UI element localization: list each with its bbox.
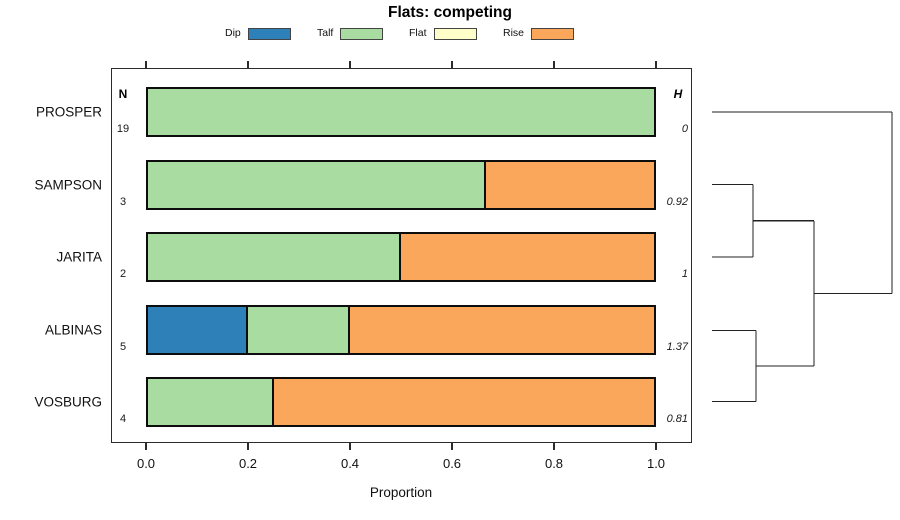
- bar-segment-talf: [246, 304, 350, 355]
- n-value: 3: [119, 195, 127, 208]
- x-tick-bottom: [247, 443, 249, 450]
- x-tick-label: 0.6: [442, 456, 462, 471]
- legend-swatch-flat: [433, 27, 477, 40]
- legend-swatch-talf: [340, 27, 384, 40]
- x-tick-label: 1.0: [646, 456, 666, 471]
- legend-item-flat: Flat: [409, 26, 477, 41]
- x-tick-bottom: [451, 443, 453, 450]
- x-tick-top: [349, 61, 351, 68]
- n-value: 19: [116, 123, 130, 135]
- bar-segment-rise: [348, 304, 656, 355]
- x-tick-bottom: [655, 443, 657, 450]
- legend-swatch-dip: [247, 27, 291, 40]
- bar-segment-talf: [146, 87, 656, 137]
- bar-segment-rise: [399, 232, 656, 282]
- h-value: 1.37: [666, 340, 688, 353]
- bar-segment-rise: [484, 159, 656, 210]
- x-tick-top: [655, 61, 657, 68]
- category-label: ALBINAS: [44, 322, 102, 337]
- n-value: 5: [119, 340, 127, 353]
- h-column-header: H: [673, 87, 683, 101]
- category-label: SAMPSON: [34, 177, 102, 192]
- x-tick-label: 0.4: [340, 456, 360, 471]
- chart-title: Flats: competing: [387, 4, 512, 21]
- x-axis-label: Proportion: [369, 485, 433, 500]
- n-value: 4: [119, 413, 127, 425]
- category-label: PROSPER: [35, 104, 102, 120]
- plot-box: [111, 68, 692, 443]
- h-value: 0: [681, 123, 688, 135]
- bar-segment-talf: [146, 159, 487, 210]
- legend-label-flat: Flat: [409, 27, 427, 39]
- x-tick-label: 0.2: [238, 456, 258, 471]
- x-tick-bottom: [553, 443, 555, 450]
- x-tick-top: [553, 61, 555, 68]
- category-label: VOSBURG: [34, 394, 102, 410]
- x-tick-bottom: [349, 443, 351, 450]
- legend-item-dip: Dip: [225, 26, 291, 41]
- legend-item-rise: Rise: [503, 26, 575, 41]
- legend-swatch-rise: [531, 27, 575, 40]
- category-label: JARITA: [56, 249, 102, 265]
- x-tick-top: [145, 61, 147, 68]
- x-tick-top: [247, 61, 249, 68]
- x-tick-bottom: [145, 443, 147, 450]
- legend-label-dip: Dip: [225, 27, 241, 39]
- h-value: 1: [681, 268, 688, 280]
- h-value: 0.92: [666, 195, 688, 208]
- n-value: 2: [119, 268, 127, 280]
- legend-label-talf: Talf: [317, 27, 334, 39]
- bar-segment-talf: [146, 377, 274, 427]
- bar-segment-rise: [271, 377, 656, 427]
- h-value: 0.81: [666, 413, 688, 425]
- legend-label-rise: Rise: [503, 27, 525, 39]
- legend-item-talf: Talf: [317, 26, 384, 41]
- x-tick-top: [451, 61, 453, 68]
- bar-segment-talf: [146, 232, 401, 282]
- n-column-header: N: [118, 87, 128, 101]
- x-tick-label: 0.8: [544, 456, 564, 471]
- x-tick-label: 0.0: [136, 456, 156, 471]
